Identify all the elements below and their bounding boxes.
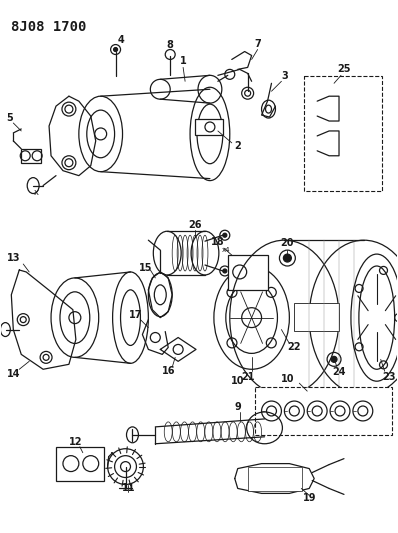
Bar xyxy=(228,255,267,290)
Text: 13: 13 xyxy=(6,253,20,263)
Bar xyxy=(255,387,392,435)
Text: x: x xyxy=(34,188,39,197)
Text: 3: 3 xyxy=(281,71,288,82)
Text: 22: 22 xyxy=(288,342,301,352)
Text: 21: 21 xyxy=(241,372,254,382)
Text: 23: 23 xyxy=(382,372,396,382)
Text: 9: 9 xyxy=(234,402,241,412)
Text: 10: 10 xyxy=(231,376,244,386)
Bar xyxy=(295,303,339,330)
Text: 5: 5 xyxy=(6,113,13,123)
Text: 25: 25 xyxy=(337,64,351,75)
Bar xyxy=(304,76,382,190)
Ellipse shape xyxy=(113,47,117,52)
Ellipse shape xyxy=(223,233,227,237)
Ellipse shape xyxy=(331,357,337,362)
Text: 4: 4 xyxy=(117,35,124,45)
Text: 11: 11 xyxy=(122,483,135,494)
Text: 2: 2 xyxy=(234,141,241,151)
Text: 7: 7 xyxy=(254,38,261,49)
Text: 8: 8 xyxy=(167,39,174,50)
Text: 15: 15 xyxy=(139,263,152,273)
Ellipse shape xyxy=(223,269,227,273)
Text: 10: 10 xyxy=(281,374,294,384)
Bar xyxy=(56,447,103,481)
Text: 19: 19 xyxy=(302,494,316,503)
Text: 24: 24 xyxy=(332,367,346,377)
Text: 1: 1 xyxy=(180,56,187,67)
Bar xyxy=(195,119,223,135)
Text: 16: 16 xyxy=(162,366,175,376)
Text: 18: 18 xyxy=(211,237,225,247)
Text: 26: 26 xyxy=(188,220,202,230)
Bar xyxy=(248,466,302,491)
Text: 14: 14 xyxy=(6,369,20,379)
Bar xyxy=(21,149,41,163)
Text: 17: 17 xyxy=(129,310,142,320)
Text: 20: 20 xyxy=(281,238,294,248)
Text: 8J08 1700: 8J08 1700 xyxy=(11,20,87,34)
Text: 12: 12 xyxy=(69,437,83,447)
Ellipse shape xyxy=(283,254,291,262)
Text: x4: x4 xyxy=(222,247,230,253)
